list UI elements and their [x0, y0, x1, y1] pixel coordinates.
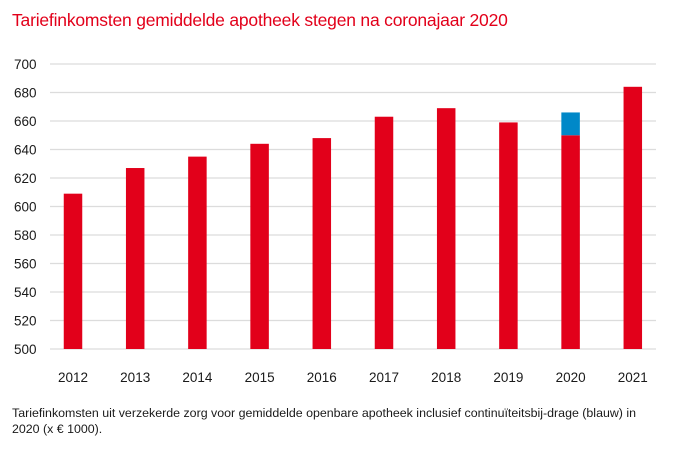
- x-tick-label: 2019: [493, 370, 523, 385]
- y-tick-label: 640: [14, 143, 37, 158]
- y-axis-ticks: 500 520 540 560 580 600 620 640 660 680 700: [14, 57, 37, 357]
- x-tick-label: 2012: [58, 370, 88, 385]
- bar-2018: [436, 108, 456, 349]
- y-tick-label: 660: [14, 114, 37, 129]
- bar-segment-continuiteitsbijdrage-2020: [561, 112, 580, 136]
- bar-2017: [374, 116, 394, 349]
- y-tick-label: 620: [14, 171, 37, 186]
- y-tick-label: 680: [14, 86, 37, 101]
- x-tick-label: 2017: [369, 370, 399, 385]
- chart-caption: Tariefinkomsten uit verzekerde zorg voor…: [12, 406, 637, 436]
- bar-2016: [312, 138, 332, 349]
- bars: [63, 86, 643, 350]
- y-tick-label: 700: [14, 57, 37, 72]
- bar-2015: [250, 143, 269, 349]
- y-tick-label: 520: [14, 314, 37, 329]
- x-axis-ticks: 2012 2013 2014 2015 2016 2017 2018 2019 2020 2021: [58, 370, 648, 385]
- bar-2021: [623, 86, 643, 350]
- x-tick-label: 2021: [618, 370, 648, 385]
- y-tick-label: 500: [14, 342, 37, 357]
- y-tick-label: 540: [14, 285, 37, 300]
- x-tick-label: 2013: [120, 370, 150, 385]
- x-tick-label: 2018: [431, 370, 461, 385]
- bar-2013: [125, 168, 145, 349]
- x-tick-label: 2016: [307, 370, 337, 385]
- gridlines: [50, 63, 656, 350]
- y-tick-label: 580: [14, 228, 37, 243]
- x-tick-label: 2014: [182, 370, 213, 385]
- bar-2014: [188, 156, 207, 349]
- chart-title: Tariefinkomsten gemiddelde apotheek steg…: [12, 10, 508, 30]
- bar-2020: [561, 135, 580, 349]
- bar-2012: [63, 193, 83, 349]
- y-tick-label: 560: [14, 257, 37, 272]
- y-tick-label: 600: [14, 200, 37, 215]
- bar-2019: [499, 122, 518, 349]
- x-tick-label: 2015: [245, 370, 275, 385]
- x-tick-label: 2020: [556, 370, 586, 385]
